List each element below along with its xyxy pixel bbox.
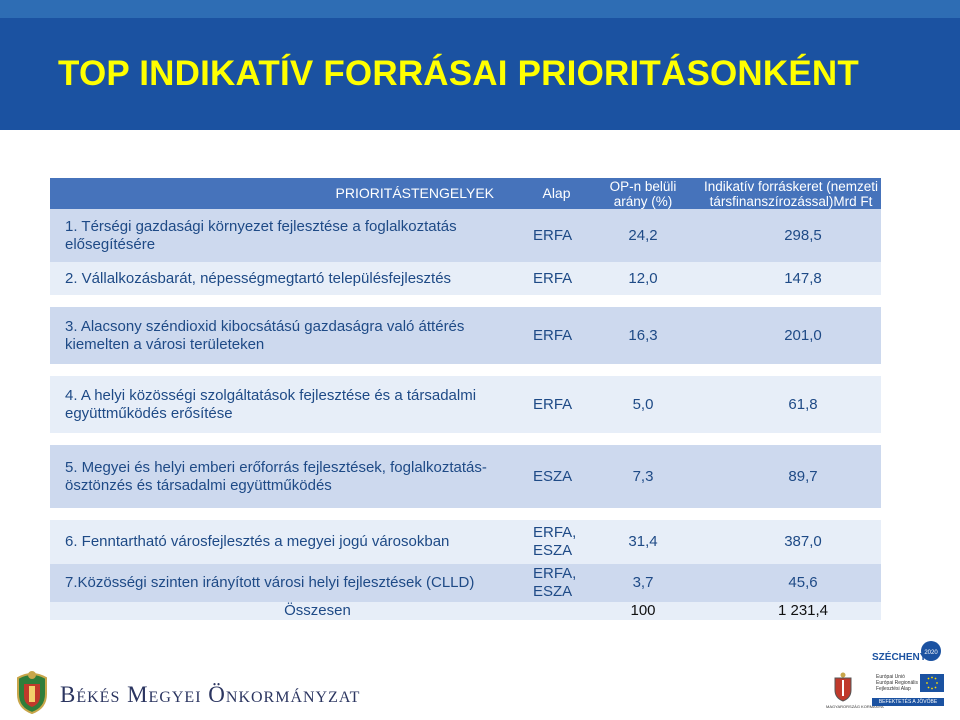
total-op-share: 100 [585, 602, 701, 620]
indicative-cell: 61,8 [701, 376, 881, 433]
indicative-cell: 298,5 [701, 209, 881, 262]
row-separator [50, 364, 881, 376]
header-op-share: OP-n belüli arány (%) [585, 178, 701, 209]
priority-cell: 1. Térségi gazdasági környezet fejleszté… [50, 209, 528, 262]
alap-cell: ERFA [528, 376, 585, 433]
szechenyi-badge-icon: 2020 [921, 641, 941, 661]
header-alap: Alap [528, 178, 585, 209]
eu-flag-icon [920, 674, 944, 692]
op-share-cell: 3,7 [585, 564, 701, 602]
szechenyi-label: SZÉCHENYI [872, 652, 930, 663]
header-indicative: Indikatív forráskeret (nemzeti társfinans… [701, 178, 881, 209]
header-op-line2: arány (%) [613, 193, 673, 209]
priority-cell: 2. Vállalkozásbarát, népességmegtartó te… [50, 262, 528, 295]
eu-text-line: Fejlesztési Alap [876, 686, 911, 692]
hungary-crest-icon [834, 672, 852, 702]
alap-cell: ERFA, ESZA [528, 520, 585, 564]
hungary-government-label: MAGYARORSZÁG KORMÁNYA [826, 704, 884, 709]
header-priorities: PRIORITÁSTENGELYEK [50, 178, 528, 209]
crest-icon [17, 671, 47, 714]
row-separator [50, 433, 881, 445]
table-row: 4. A helyi közösségi szolgáltatások fejl… [50, 376, 881, 433]
total-row: Összesen 100 1 231,4 [50, 602, 881, 620]
priority-cell: 6. Fenntartható városfejlesztés a megyei… [50, 520, 528, 564]
table-row: 3. Alacsony széndioxid kibocsátású gazda… [50, 307, 881, 364]
table-header-row: PRIORITÁSTENGELYEK Alap OP-n belüli arány… [50, 178, 881, 209]
op-share-cell: 7,3 [585, 445, 701, 508]
indicative-cell: 201,0 [701, 307, 881, 364]
priority-table: PRIORITÁSTENGELYEK Alap OP-n belüli arány… [50, 178, 881, 620]
op-share-cell: 5,0 [585, 376, 701, 433]
row-separator [50, 295, 881, 307]
op-share-cell: 31,4 [585, 520, 701, 564]
table-row: 7.Közösségi szinten irányított városi he… [50, 564, 881, 602]
op-share-cell: 24,2 [585, 209, 701, 262]
eu-text-line: Európai Regionális [876, 680, 918, 686]
total-label: Összesen [50, 602, 585, 620]
table-row: 1. Térségi gazdasági környezet fejleszté… [50, 209, 881, 262]
indicative-cell: 89,7 [701, 445, 881, 508]
table-row: 6. Fenntartható városfejlesztés a megyei… [50, 520, 881, 564]
eu-investment-strip: BEFEKTETÉS A JÖVŐBE [872, 698, 944, 706]
table-row: 5. Megyei és helyi emberi erőforrás fejl… [50, 445, 881, 508]
priority-cell: 3. Alacsony széndioxid kibocsátású gazda… [50, 307, 528, 364]
alap-cell: ERFA [528, 262, 585, 295]
header-op-line1: OP-n belüli [609, 178, 677, 194]
header-ind-line2: társfinanszírozással)Mrd Ft [709, 193, 873, 209]
indicative-cell: 45,6 [701, 564, 881, 602]
alap-cell: ESZA [528, 445, 585, 508]
table-row: 2. Vállalkozásbarát, népességmegtartó te… [50, 262, 881, 295]
top-accent-bar [0, 0, 960, 18]
alap-cell: ERFA [528, 209, 585, 262]
alap-cell: ERFA [528, 307, 585, 364]
priority-cell: 4. A helyi közösségi szolgáltatások fejl… [50, 376, 528, 433]
total-indicative: 1 231,4 [701, 602, 881, 620]
organization-name: Békés Megyei Önkormányzat [60, 682, 361, 707]
indicative-cell: 147,8 [701, 262, 881, 295]
priority-cell: 5. Megyei és helyi emberi erőforrás fejl… [50, 445, 528, 508]
header-ind-line1: Indikatív forráskeret (nemzeti [703, 178, 879, 194]
szechenyi-badge-text: 2020 [924, 650, 938, 656]
page-title: TOP INDIKATÍV FORRÁSAI PRIORITÁSONKÉNT [0, 18, 960, 130]
priority-cell: 7.Közösségi szinten irányított városi he… [50, 564, 528, 602]
op-share-cell: 12,0 [585, 262, 701, 295]
eu-text-block: Európai Unió Európai Regionális Fejleszt… [876, 674, 918, 692]
alap-cell: ERFA, ESZA [528, 564, 585, 602]
row-separator [50, 508, 881, 520]
op-share-cell: 16,3 [585, 307, 701, 364]
eu-text-line: Európai Unió [876, 674, 905, 680]
indicative-cell: 387,0 [701, 520, 881, 564]
